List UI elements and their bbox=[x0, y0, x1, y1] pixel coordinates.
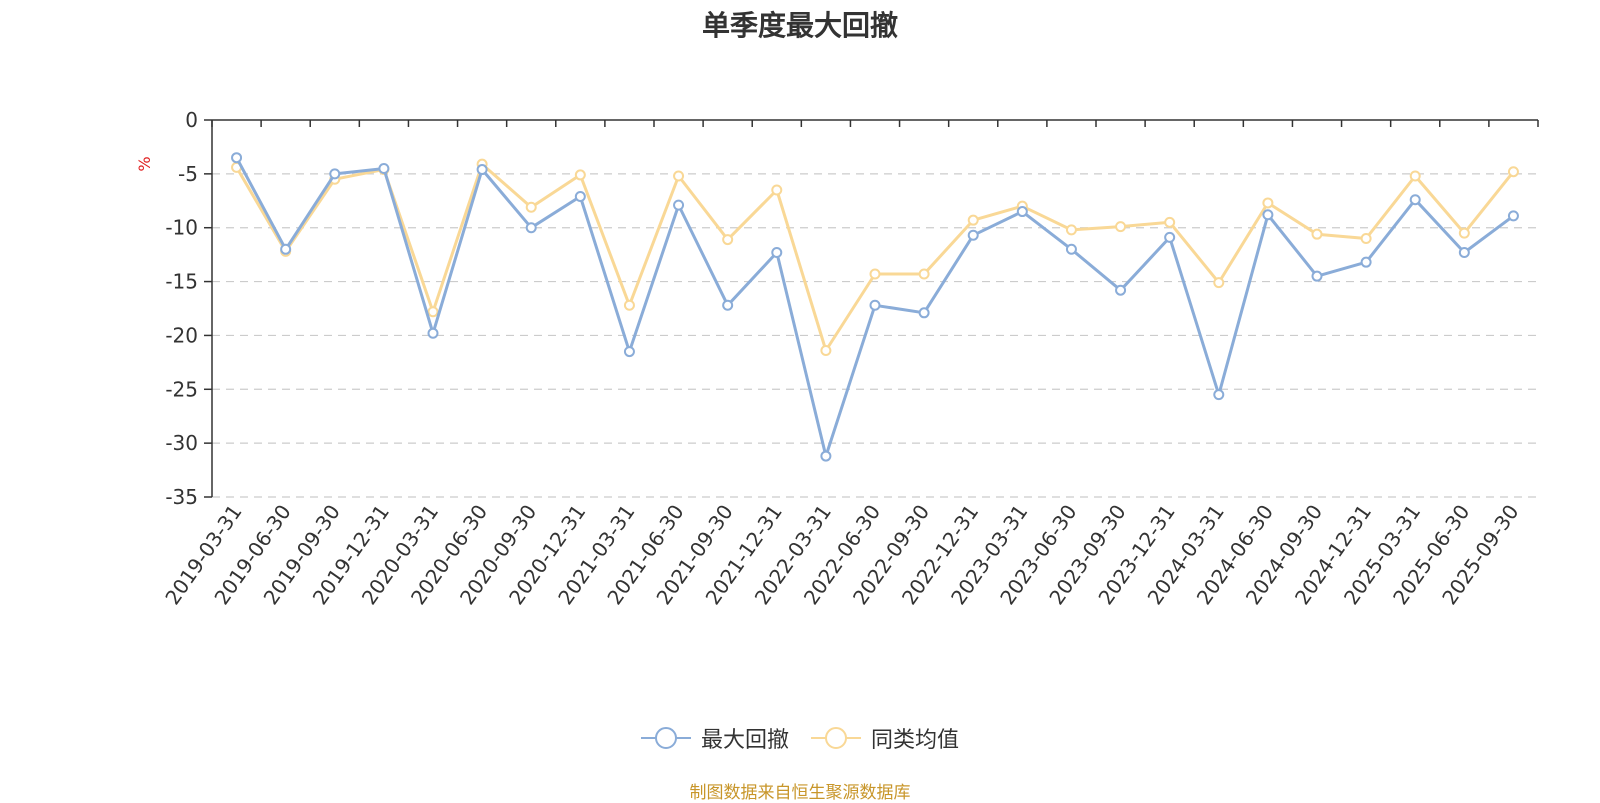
data-point-peer-average bbox=[771, 184, 783, 196]
data-point-drawdown bbox=[722, 299, 734, 311]
data-point-drawdown bbox=[1115, 284, 1127, 296]
legend-item-peer-average[interactable]: 同类均值 bbox=[811, 722, 959, 754]
data-point-drawdown bbox=[1164, 231, 1176, 243]
data-point-drawdown bbox=[427, 327, 439, 339]
data-point-peer-average bbox=[1213, 277, 1225, 289]
data-point-peer-average bbox=[574, 169, 586, 181]
y-tick-label: -5 bbox=[178, 162, 198, 186]
data-point-drawdown bbox=[280, 243, 292, 255]
y-tick-label: -20 bbox=[165, 323, 198, 347]
series bbox=[231, 152, 1519, 462]
data-point-drawdown bbox=[623, 346, 635, 358]
data-point-drawdown bbox=[329, 168, 341, 180]
data-point-peer-average bbox=[722, 234, 734, 246]
legend-label-drawdown: 最大回撤 bbox=[700, 728, 789, 753]
data-point-drawdown bbox=[1016, 206, 1028, 218]
data-source-note: 制图数据来自恒生聚源数据库 bbox=[689, 783, 911, 803]
data-point-peer-average bbox=[1262, 197, 1274, 209]
data-point-peer-average bbox=[1507, 166, 1519, 178]
data-point-peer-average bbox=[427, 306, 439, 318]
data-point-peer-average bbox=[623, 299, 635, 311]
data-point-peer-average bbox=[1164, 216, 1176, 228]
y-tick-label: -15 bbox=[165, 270, 198, 294]
gridlines bbox=[212, 173, 1538, 498]
y-tick-label: 0 bbox=[185, 108, 198, 132]
data-point-drawdown bbox=[1458, 246, 1470, 258]
data-point-drawdown bbox=[1409, 194, 1421, 206]
data-point-drawdown bbox=[918, 307, 930, 319]
data-point-drawdown bbox=[1311, 270, 1323, 282]
data-point-peer-average bbox=[1311, 228, 1323, 240]
data-point-peer-average bbox=[525, 201, 537, 213]
data-point-drawdown bbox=[378, 162, 390, 174]
legend: 最大回撤 同类均值 bbox=[0, 720, 1600, 756]
data-point-drawdown bbox=[771, 246, 783, 258]
chart-title: 单季度最大回撤 bbox=[701, 9, 898, 42]
data-point-drawdown bbox=[476, 164, 488, 176]
data-point-drawdown bbox=[1507, 210, 1519, 222]
data-point-drawdown bbox=[574, 190, 586, 202]
data-point-drawdown bbox=[673, 199, 685, 211]
legend-item-drawdown[interactable]: 最大回撤 bbox=[640, 722, 789, 754]
data-point-peer-average bbox=[967, 214, 979, 226]
data-point-peer-average bbox=[869, 268, 881, 280]
data-point-drawdown bbox=[1262, 209, 1274, 221]
data-point-drawdown bbox=[967, 229, 979, 241]
legend-label-peer-average: 同类均值 bbox=[871, 728, 960, 753]
data-point-peer-average bbox=[1360, 232, 1372, 244]
data-point-drawdown bbox=[869, 299, 881, 311]
axes: 0-5-10-15-20-25-30-352019-03-312019-06-3… bbox=[160, 108, 1539, 609]
data-point-peer-average bbox=[673, 170, 685, 182]
y-tick-label: -10 bbox=[165, 216, 198, 240]
data-point-peer-average bbox=[1115, 221, 1127, 233]
series-line-peer-average bbox=[235, 162, 1515, 352]
data-point-drawdown bbox=[231, 152, 243, 164]
data-point-drawdown bbox=[1213, 389, 1225, 401]
data-point-peer-average bbox=[918, 268, 930, 280]
legend-marker-peer-average bbox=[811, 727, 861, 749]
line-chart: 0-5-10-15-20-25-30-352019-03-312019-06-3… bbox=[135, 108, 1539, 609]
data-point-drawdown bbox=[1065, 243, 1077, 255]
data-point-peer-average bbox=[1458, 227, 1470, 239]
y-axis-unit-label: % bbox=[135, 156, 154, 171]
data-point-peer-average bbox=[820, 345, 832, 357]
data-point-drawdown bbox=[525, 222, 537, 234]
y-tick-label: -25 bbox=[165, 377, 198, 401]
legend-marker-drawdown bbox=[640, 727, 691, 749]
data-point-peer-average bbox=[1409, 170, 1421, 182]
data-point-peer-average bbox=[1065, 224, 1077, 236]
y-tick-label: -35 bbox=[165, 485, 198, 509]
y-tick-label: -30 bbox=[165, 431, 198, 455]
data-point-drawdown bbox=[1360, 256, 1372, 268]
data-point-drawdown bbox=[820, 450, 832, 462]
